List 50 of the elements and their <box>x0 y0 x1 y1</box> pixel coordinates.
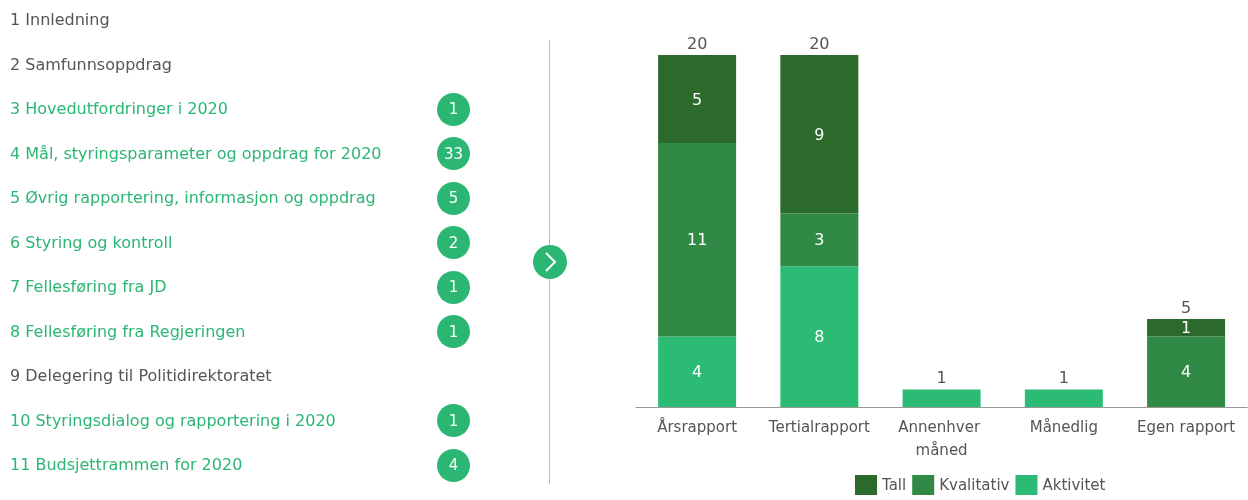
category-label: 10 Styringsdialog og rapportering i 2020 <box>10 410 336 431</box>
data-label: 4 <box>692 362 703 382</box>
legend-label: Tall <box>881 476 907 494</box>
x-tick-label: Månedlig <box>1029 417 1098 436</box>
data-label: 1 <box>437 92 470 126</box>
bar <box>658 55 737 143</box>
total-label: 1 <box>936 367 947 387</box>
category-label: 8 Fellesføring fra Regjeringen <box>10 321 246 342</box>
category-label: 3 Hovedutfordringer i 2020 <box>10 99 228 119</box>
bar <box>1024 389 1103 407</box>
category-label: 6 Styring og kontroll <box>10 232 173 253</box>
legend-label: Aktivitet <box>1042 476 1106 494</box>
x-tick-label: Årsrapport <box>657 416 738 436</box>
total-label: 1 <box>1058 367 1069 387</box>
data-label: 1 <box>437 315 470 348</box>
category-label: 5 Øvrig rapportering, informasjon og oppdrag <box>10 188 376 208</box>
bar <box>780 213 859 267</box>
bar <box>780 266 859 407</box>
data-label: 5 <box>692 89 703 109</box>
total-label: 20 <box>809 33 830 53</box>
category-label: 11 Budsjettrammen for 2020 <box>10 455 243 475</box>
data-label: 1 <box>1180 318 1192 338</box>
total-label: 20 <box>686 33 708 53</box>
category-label: 7 Fellesføring fra JD <box>10 277 167 297</box>
bar <box>780 55 859 214</box>
data-label: 3 <box>814 230 825 250</box>
category-label: 9 Delegering til Politidirektoratet <box>10 366 272 386</box>
x-tick-label: Egen rapport <box>1137 417 1236 436</box>
data-label: 9 <box>814 124 825 144</box>
data-label: 4 <box>437 448 470 482</box>
x-tick-label: Annenhver måned <box>898 417 985 459</box>
data-label: 8 <box>814 327 825 347</box>
data-label: 1 <box>437 404 470 437</box>
data-label: 33 <box>437 137 470 170</box>
total-label: 5 <box>1180 297 1192 317</box>
x-tick-label: Tertialrapport <box>767 417 870 436</box>
bar <box>1147 319 1226 337</box>
legend-label: Kvalitativ <box>939 476 1010 494</box>
category-label: 1 Innledning <box>10 10 110 30</box>
bar <box>658 336 737 407</box>
data-label: 5 <box>437 181 470 215</box>
data-label: 11 <box>686 230 708 250</box>
category-label: 2 Samfunnsoppdrag <box>10 54 172 75</box>
data-label: 1 <box>437 270 470 304</box>
bar <box>1147 336 1226 407</box>
category-label: 4 Mål, styringsparameter og oppdrag for 2020 <box>10 143 382 164</box>
bar <box>658 143 737 337</box>
data-label: 4 <box>1180 362 1192 382</box>
bar <box>902 389 981 407</box>
data-label: 2 <box>437 226 470 259</box>
